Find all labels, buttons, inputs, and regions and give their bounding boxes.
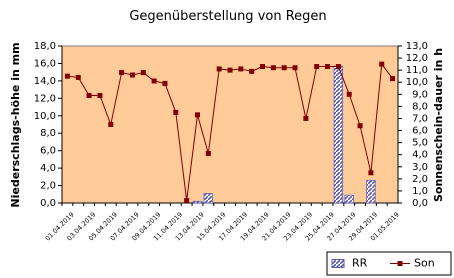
bar xyxy=(333,65,344,204)
marker xyxy=(314,64,320,70)
bar xyxy=(366,179,376,204)
y2-tick-label: 9,0 xyxy=(412,89,428,100)
y-tick-label: 4,0 xyxy=(40,163,56,174)
y2-tick-label: 3,0 xyxy=(412,162,428,173)
marker xyxy=(173,109,179,115)
y-axis-title: Niederschlags-höhe in mm xyxy=(9,42,22,207)
marker xyxy=(119,70,125,76)
marker xyxy=(303,115,309,121)
legend-marker xyxy=(397,261,403,266)
marker xyxy=(86,93,92,99)
marker xyxy=(390,76,396,82)
marker xyxy=(281,65,287,71)
y2-tick-label: 2,0 xyxy=(412,174,428,185)
marker xyxy=(379,61,385,67)
y-tick-label: 18,0 xyxy=(34,41,56,52)
marker xyxy=(346,91,352,97)
y2-tick-label: 4,0 xyxy=(412,150,428,161)
marker xyxy=(270,65,276,71)
marker xyxy=(249,68,255,74)
marker xyxy=(368,170,374,176)
marker xyxy=(151,78,157,84)
marker xyxy=(325,64,331,70)
bar xyxy=(192,200,203,204)
y2-axis-title: Sonnenschein-dauer in h xyxy=(432,48,445,202)
legend-label: Son xyxy=(414,257,435,270)
legend-swatch xyxy=(331,259,345,268)
y-tick-label: 2,0 xyxy=(40,181,56,192)
marker xyxy=(216,66,222,72)
y2-tick-label: 7,0 xyxy=(412,113,428,124)
y-tick-label: 14,0 xyxy=(34,76,56,87)
y-tick-label: 0,0 xyxy=(40,198,56,209)
marker xyxy=(260,64,266,70)
marker xyxy=(238,66,244,72)
y2-tick-label: 5,0 xyxy=(412,138,428,149)
marker xyxy=(108,122,114,127)
marker xyxy=(64,73,70,79)
y-tick-label: 16,0 xyxy=(34,58,56,69)
marker xyxy=(357,123,363,129)
y2-tick-label: 13,0 xyxy=(406,41,428,52)
bar xyxy=(344,194,354,204)
y2-tick-label: 1,0 xyxy=(412,186,428,197)
y-tick-label: 10,0 xyxy=(34,111,56,122)
y-tick-label: 6,0 xyxy=(40,146,56,157)
marker xyxy=(162,80,168,86)
marker xyxy=(140,70,146,76)
marker xyxy=(184,198,190,204)
y2-tick-label: 6,0 xyxy=(412,126,428,137)
bar xyxy=(203,193,214,204)
y-tick-label: 12,0 xyxy=(34,93,56,104)
y2-tick-label: 8,0 xyxy=(412,101,428,112)
legend: RR Son xyxy=(326,251,452,276)
marker xyxy=(194,112,200,118)
marker xyxy=(75,74,81,80)
marker xyxy=(97,93,103,99)
marker xyxy=(227,67,233,73)
legend-label: RR xyxy=(352,257,368,270)
chart-title: Gegenüberstellung von Regen xyxy=(129,9,326,24)
marker xyxy=(335,64,341,70)
y2-tick-label: 11,0 xyxy=(406,65,428,76)
marker xyxy=(205,150,211,156)
y-tick-label: 8,0 xyxy=(40,128,56,139)
y2-tick-label: 10,0 xyxy=(406,77,428,88)
y2-tick-label: 0,0 xyxy=(412,198,428,209)
marker xyxy=(292,65,298,71)
y2-tick-label: 12,0 xyxy=(406,53,428,64)
legend-box xyxy=(326,251,452,276)
marker xyxy=(129,72,135,78)
